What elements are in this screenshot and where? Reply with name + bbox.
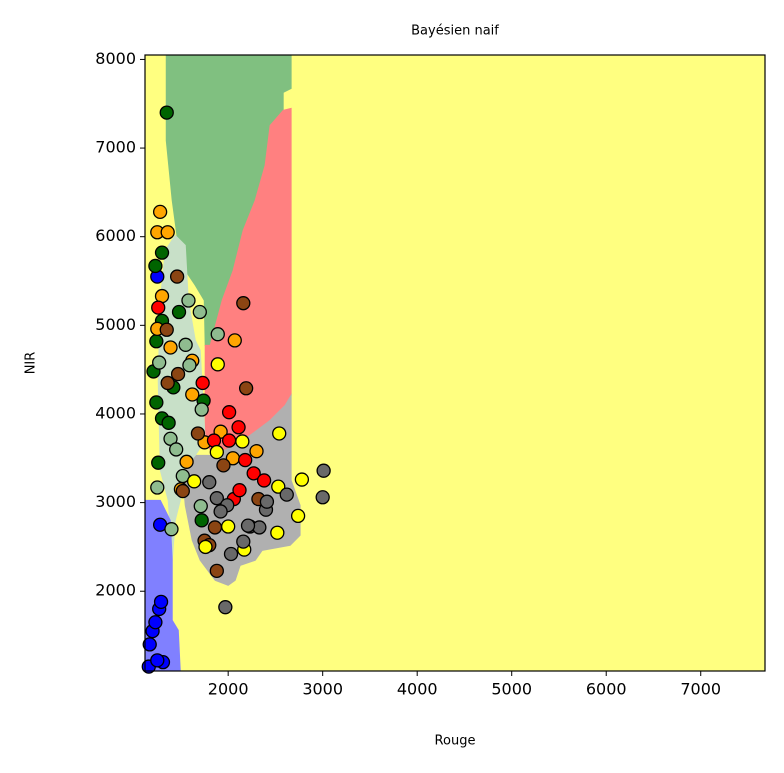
point xyxy=(175,468,190,484)
point xyxy=(216,458,231,473)
point xyxy=(169,442,184,457)
point xyxy=(270,525,285,540)
point xyxy=(186,474,202,489)
point xyxy=(236,534,251,549)
point xyxy=(223,546,239,562)
point xyxy=(238,381,254,396)
point xyxy=(178,337,193,352)
point xyxy=(149,334,164,349)
x-tick-label: 3000 xyxy=(302,680,343,699)
point xyxy=(256,473,272,488)
point xyxy=(149,395,164,410)
point xyxy=(194,402,209,417)
point xyxy=(207,520,223,535)
y-tick-label: 8000 xyxy=(95,49,136,68)
point xyxy=(151,455,166,470)
point xyxy=(153,594,169,610)
point xyxy=(249,444,264,459)
point xyxy=(209,444,224,460)
point xyxy=(202,475,217,490)
point xyxy=(315,490,330,505)
point xyxy=(236,296,251,311)
point xyxy=(182,358,197,373)
point xyxy=(294,472,310,487)
point xyxy=(279,487,294,502)
point xyxy=(185,387,200,402)
point xyxy=(181,293,196,308)
chart-title: Bayésien naif xyxy=(411,24,499,39)
decision-region xyxy=(157,234,206,561)
point xyxy=(163,340,178,355)
point xyxy=(206,433,222,448)
point xyxy=(192,304,207,320)
point xyxy=(209,491,224,506)
y-tick-label: 7000 xyxy=(95,138,136,157)
point xyxy=(272,426,287,441)
point xyxy=(221,519,236,534)
y-tick-label: 5000 xyxy=(95,315,136,334)
point xyxy=(210,327,225,342)
point xyxy=(152,355,167,370)
point xyxy=(194,513,209,528)
point xyxy=(213,504,228,519)
x-tick-label: 4000 xyxy=(397,680,438,699)
point xyxy=(154,245,170,260)
y-tick-label: 6000 xyxy=(95,226,136,245)
point xyxy=(160,225,175,240)
x-tick-label: 7000 xyxy=(680,680,721,699)
point xyxy=(231,420,246,435)
plot-frame xyxy=(144,54,766,672)
point xyxy=(210,357,225,372)
point xyxy=(159,322,174,337)
point xyxy=(161,415,176,430)
point xyxy=(171,304,187,320)
point xyxy=(235,434,250,449)
point xyxy=(190,426,206,441)
point xyxy=(152,204,168,220)
point xyxy=(164,522,179,537)
point xyxy=(193,498,208,514)
point xyxy=(227,333,242,348)
y-tick-label: 3000 xyxy=(95,492,136,511)
y-tick-label: 2000 xyxy=(95,581,136,600)
point xyxy=(142,637,157,652)
point xyxy=(290,508,306,524)
point xyxy=(198,539,213,555)
point xyxy=(195,375,210,391)
point xyxy=(151,300,166,315)
x-tick-label: 5000 xyxy=(491,680,532,699)
point xyxy=(150,480,165,495)
point xyxy=(169,269,185,284)
point xyxy=(218,600,233,615)
point xyxy=(238,452,253,468)
point xyxy=(170,366,186,382)
x-tick-label: 2000 xyxy=(208,680,249,699)
point xyxy=(209,563,224,578)
point xyxy=(221,433,237,448)
x-axis-label: Rouge xyxy=(435,734,476,749)
point xyxy=(179,454,194,469)
x-tick-label: 6000 xyxy=(586,680,627,699)
y-axis-label: NIR xyxy=(24,352,39,375)
point xyxy=(159,105,174,120)
point xyxy=(316,463,331,478)
point xyxy=(148,258,163,274)
point xyxy=(259,494,275,509)
point xyxy=(175,483,190,499)
y-tick-label: 4000 xyxy=(95,403,136,422)
point xyxy=(160,375,175,391)
point xyxy=(150,653,165,668)
point xyxy=(232,483,247,498)
point xyxy=(240,518,256,533)
point xyxy=(221,405,237,420)
point xyxy=(246,466,261,481)
point xyxy=(148,615,163,630)
